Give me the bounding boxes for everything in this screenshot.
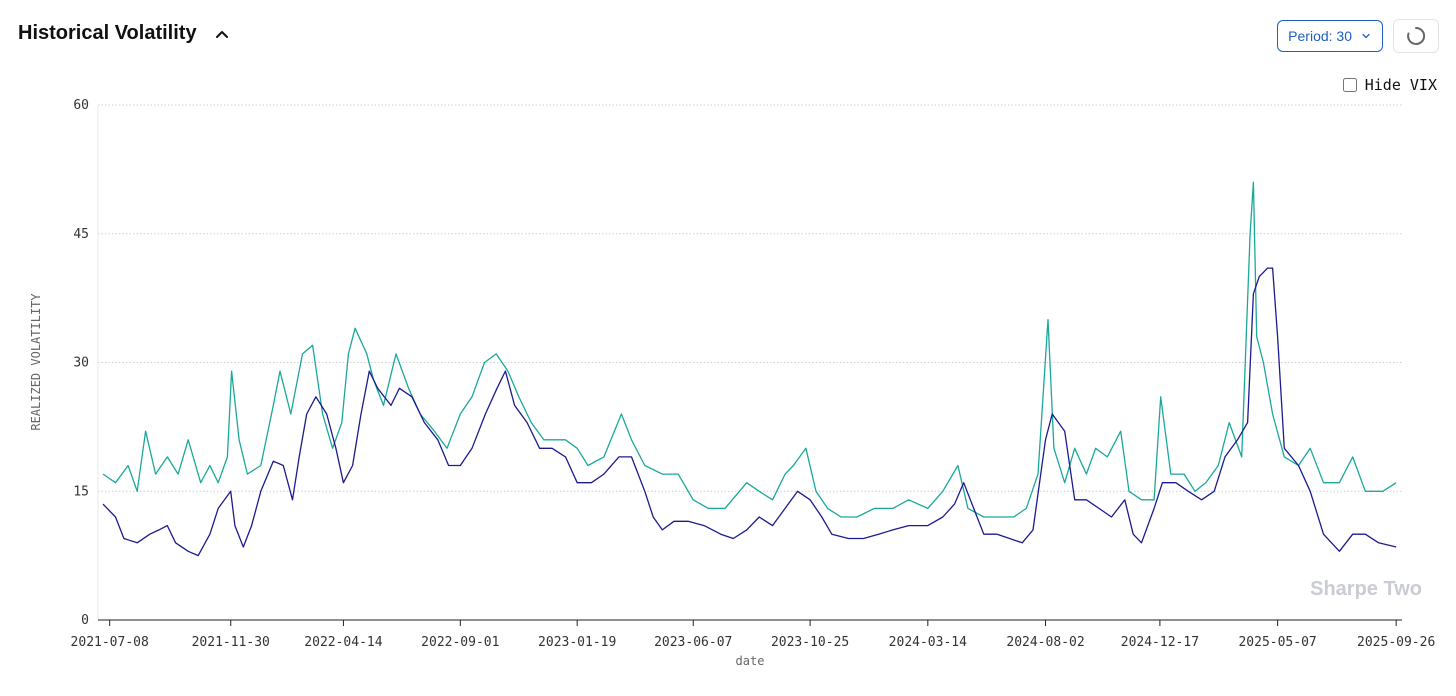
y-tick-label: 45 [73, 227, 89, 242]
x-tick-label: 2022-09-01 [421, 635, 499, 650]
card-header: Historical Volatility [18, 22, 233, 45]
y-axis-title: REALIZED VOLATILITY [29, 293, 43, 431]
hide-vix-toggle[interactable]: Hide VIX [1342, 76, 1437, 94]
x-tick-label: 2025-09-26 [1357, 635, 1435, 650]
chevron-up-icon [215, 30, 228, 38]
x-tick-label: 2022-04-14 [304, 635, 382, 650]
page-title: Historical Volatility [18, 22, 197, 44]
series-line-1 [102, 181, 1397, 518]
y-tick-label: 60 [73, 98, 89, 113]
spinner-icon [1407, 26, 1426, 45]
x-tick-label: 2024-08-02 [1006, 635, 1084, 650]
collapse-button[interactable] [211, 23, 233, 45]
x-tick-label: 2024-03-14 [889, 635, 967, 650]
period-select[interactable]: Period: 30 [1277, 20, 1383, 52]
x-tick-label: 2021-11-30 [192, 635, 270, 650]
hide-vix-checkbox[interactable] [1342, 78, 1357, 92]
x-tick-label: 2023-06-07 [654, 635, 732, 650]
x-tick-label: 2023-10-25 [771, 635, 849, 650]
chart-controls: Period: 30 [1277, 19, 1439, 53]
series-line-2 [102, 267, 1397, 557]
x-tick-label: 2023-01-19 [538, 635, 616, 650]
x-tick-label: 2025-05-07 [1238, 635, 1316, 650]
refresh-button[interactable] [1393, 19, 1439, 53]
y-tick-label: 15 [73, 484, 89, 499]
x-tick-label: 2024-12-17 [1121, 635, 1199, 650]
y-tick-label: 0 [81, 613, 89, 628]
chevron-down-icon [1362, 33, 1370, 39]
watermark: Sharpe Two [1310, 578, 1422, 600]
x-tick-label: 2021-07-08 [71, 635, 149, 650]
hide-vix-label: Hide VIX [1364, 76, 1437, 94]
y-tick-label: 30 [73, 356, 89, 371]
period-select-label: Period: 30 [1288, 28, 1352, 44]
x-axis-title: date [736, 654, 765, 668]
